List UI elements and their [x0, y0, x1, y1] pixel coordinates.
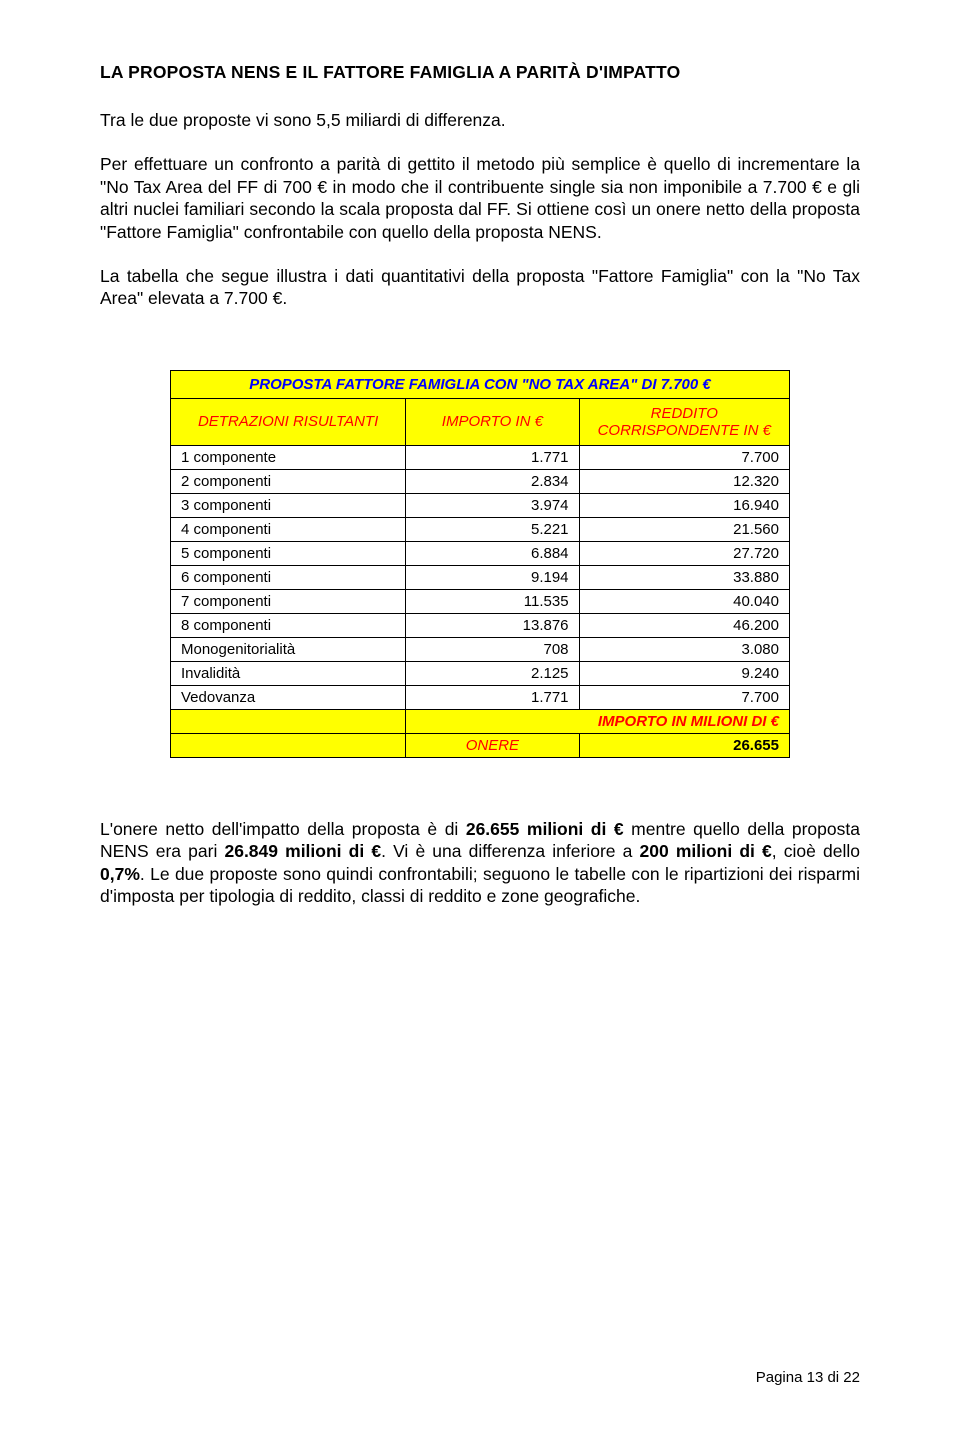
row-importo: 11.535: [406, 589, 579, 613]
row-reddito: 7.700: [579, 685, 789, 709]
footer-value: 26.655: [579, 733, 789, 757]
row-label: Invalidità: [171, 661, 406, 685]
table-row: 6 componenti9.19433.880: [171, 565, 790, 589]
row-label: 2 componenti: [171, 469, 406, 493]
paragraph-4: L'onere netto dell'impatto della propost…: [100, 818, 860, 908]
table-row: Monogenitorialità7083.080: [171, 637, 790, 661]
row-label: 7 componenti: [171, 589, 406, 613]
proposal-table: PROPOSTA FATTORE FAMIGLIA CON "NO TAX AR…: [170, 370, 790, 758]
page-number: Pagina 13 di 22: [756, 1369, 860, 1386]
row-importo: 13.876: [406, 613, 579, 637]
table-title: PROPOSTA FATTORE FAMIGLIA CON "NO TAX AR…: [171, 370, 790, 398]
row-label: 1 componente: [171, 445, 406, 469]
table-row: 2 componenti2.83412.320: [171, 469, 790, 493]
row-reddito: 16.940: [579, 493, 789, 517]
row-reddito: 27.720: [579, 541, 789, 565]
col-header-importo: IMPORTO IN €: [406, 398, 579, 445]
row-reddito: 21.560: [579, 517, 789, 541]
row-label: Monogenitorialità: [171, 637, 406, 661]
row-reddito: 12.320: [579, 469, 789, 493]
row-importo: 1.771: [406, 445, 579, 469]
col-header-detrazioni: DETRAZIONI RISULTANTI: [171, 398, 406, 445]
row-importo: 6.884: [406, 541, 579, 565]
table-row: 3 componenti3.97416.940: [171, 493, 790, 517]
row-importo: 5.221: [406, 517, 579, 541]
row-reddito: 40.040: [579, 589, 789, 613]
paragraph-3: La tabella che segue illustra i dati qua…: [100, 265, 860, 310]
footer-blank-2: [171, 733, 406, 757]
table-row: Vedovanza1.7717.700: [171, 685, 790, 709]
section-heading: LA PROPOSTA NENS E IL FATTORE FAMIGLIA A…: [100, 62, 860, 83]
row-label: 6 componenti: [171, 565, 406, 589]
row-label: 4 componenti: [171, 517, 406, 541]
footer-blank-1: [171, 709, 406, 733]
table-row: 1 componente1.7717.700: [171, 445, 790, 469]
table-row: 7 componenti11.53540.040: [171, 589, 790, 613]
row-label: 5 componenti: [171, 541, 406, 565]
row-reddito: 46.200: [579, 613, 789, 637]
table-row: 8 componenti13.87646.200: [171, 613, 790, 637]
row-importo: 2.125: [406, 661, 579, 685]
row-label: 8 componenti: [171, 613, 406, 637]
proposal-table-container: PROPOSTA FATTORE FAMIGLIA CON "NO TAX AR…: [170, 370, 790, 758]
paragraph-2: Per effettuare un confronto a parità di …: [100, 153, 860, 243]
row-reddito: 3.080: [579, 637, 789, 661]
table-row: Invalidità2.1259.240: [171, 661, 790, 685]
row-reddito: 33.880: [579, 565, 789, 589]
col-header-reddito: REDDITO CORRISPONDENTE IN €: [579, 398, 789, 445]
row-reddito: 7.700: [579, 445, 789, 469]
row-importo: 708: [406, 637, 579, 661]
paragraph-1: Tra le due proposte vi sono 5,5 miliardi…: [100, 109, 860, 131]
table-row: 5 componenti6.88427.720: [171, 541, 790, 565]
row-importo: 1.771: [406, 685, 579, 709]
table-row: 4 componenti5.22121.560: [171, 517, 790, 541]
row-label: 3 componenti: [171, 493, 406, 517]
footer-label: ONERE: [406, 733, 579, 757]
row-importo: 3.974: [406, 493, 579, 517]
row-reddito: 9.240: [579, 661, 789, 685]
row-importo: 2.834: [406, 469, 579, 493]
row-label: Vedovanza: [171, 685, 406, 709]
footer-title: IMPORTO IN MILIONI DI €: [406, 709, 790, 733]
row-importo: 9.194: [406, 565, 579, 589]
